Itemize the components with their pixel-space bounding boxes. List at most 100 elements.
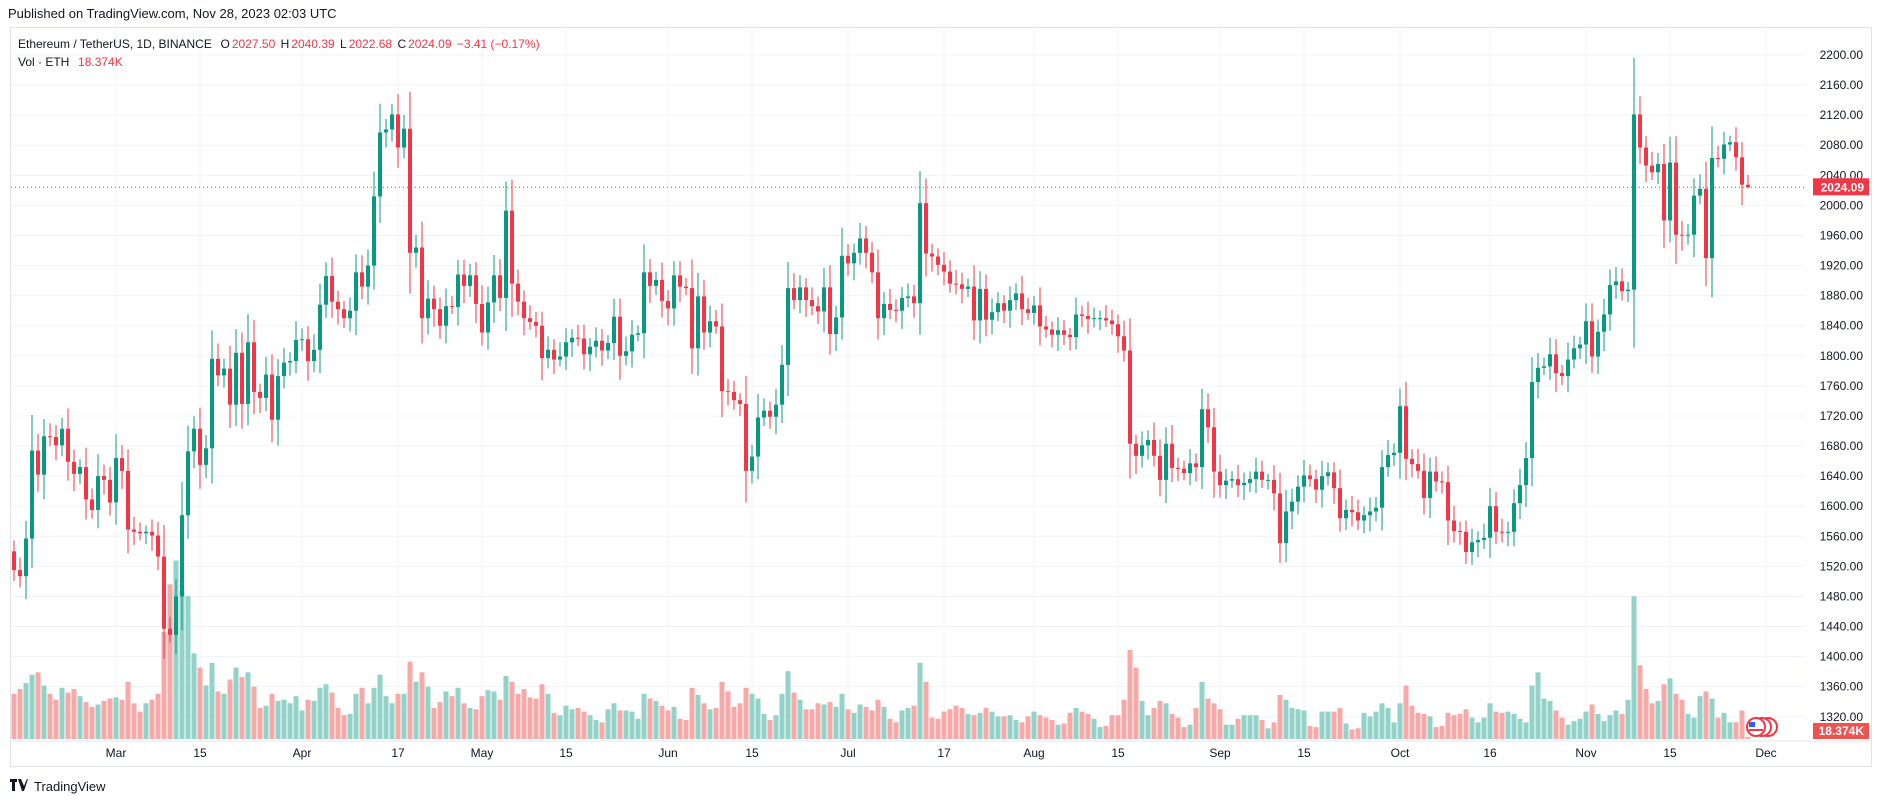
candle-body[interactable] — [42, 436, 46, 475]
candle-body[interactable] — [258, 391, 262, 398]
candle-body[interactable] — [1242, 482, 1246, 486]
candle-body[interactable] — [1500, 531, 1504, 533]
candle-body[interactable] — [432, 298, 436, 310]
candle-body[interactable] — [1278, 493, 1282, 544]
candle-body[interactable] — [612, 316, 616, 344]
candle-body[interactable] — [990, 312, 994, 320]
candle-body[interactable] — [1182, 468, 1186, 474]
candle-body[interactable] — [288, 361, 292, 363]
candle-body[interactable] — [1260, 471, 1264, 480]
candle-body[interactable] — [1518, 485, 1522, 504]
candle-body[interactable] — [1092, 318, 1096, 320]
candle-body[interactable] — [18, 570, 22, 577]
candle-body[interactable] — [624, 351, 628, 356]
candle-body[interactable] — [840, 255, 844, 318]
candle-body[interactable] — [1434, 471, 1438, 482]
candle-body[interactable] — [144, 531, 148, 534]
candle-body[interactable] — [516, 283, 520, 302]
candle-body[interactable] — [714, 321, 718, 327]
tradingview-logo[interactable]: TradingView — [10, 779, 106, 794]
candle-body[interactable] — [1380, 467, 1384, 508]
candle-body[interactable] — [246, 342, 250, 404]
candle-body[interactable] — [492, 275, 496, 303]
candle-body[interactable] — [1392, 452, 1396, 456]
candle-body[interactable] — [744, 403, 748, 471]
candle-body[interactable] — [1080, 314, 1084, 316]
candle-body[interactable] — [126, 470, 130, 530]
candle-body[interactable] — [60, 428, 64, 446]
candle-body[interactable] — [1506, 531, 1510, 533]
candle-body[interactable] — [1650, 165, 1654, 173]
candle-body[interactable] — [528, 318, 532, 322]
candle-body[interactable] — [1488, 506, 1492, 538]
candle-body[interactable] — [1218, 471, 1222, 486]
candle-body[interactable] — [456, 274, 460, 307]
candle-body[interactable] — [774, 404, 778, 417]
candle-body[interactable] — [690, 288, 694, 349]
candle-body[interactable] — [882, 303, 886, 319]
candle-body[interactable] — [414, 247, 418, 253]
candle-body[interactable] — [1374, 507, 1378, 512]
candle-body[interactable] — [282, 362, 286, 377]
candle-body[interactable] — [1524, 458, 1528, 486]
candle-body[interactable] — [1716, 158, 1720, 160]
candle-body[interactable] — [1362, 515, 1366, 521]
candle-body[interactable] — [120, 458, 124, 471]
candle-body[interactable] — [150, 531, 154, 536]
candle-body[interactable] — [684, 286, 688, 289]
candle-body[interactable] — [1704, 188, 1708, 259]
candle-body[interactable] — [1032, 305, 1036, 313]
candle-body[interactable] — [84, 467, 88, 500]
candle-body[interactable] — [1530, 382, 1534, 459]
candle-body[interactable] — [444, 306, 448, 326]
candle-body[interactable] — [966, 286, 970, 289]
candle-body[interactable] — [600, 340, 604, 351]
candle-body[interactable] — [1476, 540, 1480, 543]
candle-body[interactable] — [336, 301, 340, 310]
candle-body[interactable] — [666, 300, 670, 309]
candle-body[interactable] — [1230, 479, 1234, 481]
candle-body[interactable] — [480, 303, 484, 333]
candle-body[interactable] — [762, 410, 766, 418]
candle-body[interactable] — [1326, 472, 1330, 477]
candle-body[interactable] — [660, 279, 664, 301]
candle-body[interactable] — [924, 203, 928, 254]
candle-body[interactable] — [678, 275, 682, 287]
candle-body[interactable] — [1206, 409, 1210, 428]
candle-body[interactable] — [1404, 406, 1408, 459]
candle-body[interactable] — [276, 376, 280, 420]
candle-body[interactable] — [168, 628, 172, 635]
candle-body[interactable] — [162, 556, 166, 629]
candle-body[interactable] — [630, 334, 634, 352]
candle-body[interactable] — [1596, 331, 1600, 357]
candle-body[interactable] — [486, 302, 490, 333]
candle-body[interactable] — [930, 253, 934, 257]
candle-body[interactable] — [570, 337, 574, 343]
candle-body[interactable] — [1740, 157, 1744, 185]
candle-body[interactable] — [1098, 318, 1102, 320]
candle-body[interactable] — [1554, 354, 1558, 374]
candle-body[interactable] — [270, 374, 274, 420]
candle-body[interactable] — [702, 296, 706, 333]
candle-body[interactable] — [1338, 488, 1342, 519]
candle-body[interactable] — [1020, 293, 1024, 310]
candle-body[interactable] — [1176, 467, 1180, 469]
candle-body[interactable] — [708, 321, 712, 333]
candle-body[interactable] — [222, 368, 226, 376]
candle-body[interactable] — [1152, 440, 1156, 456]
candle-body[interactable] — [192, 428, 196, 452]
candle-body[interactable] — [306, 339, 310, 362]
candle-body[interactable] — [720, 326, 724, 392]
candle-body[interactable] — [48, 436, 52, 438]
candle-body[interactable] — [1200, 409, 1204, 468]
candle-body[interactable] — [672, 275, 676, 309]
candle-body[interactable] — [402, 128, 406, 148]
candle-body[interactable] — [1446, 482, 1450, 521]
candle-body[interactable] — [1212, 427, 1216, 472]
candle-body[interactable] — [798, 287, 802, 301]
candle-body[interactable] — [1158, 455, 1162, 480]
candle-body[interactable] — [294, 340, 298, 362]
candle-body[interactable] — [1350, 509, 1354, 513]
candle-body[interactable] — [1266, 479, 1270, 481]
candle-body[interactable] — [1638, 114, 1642, 148]
